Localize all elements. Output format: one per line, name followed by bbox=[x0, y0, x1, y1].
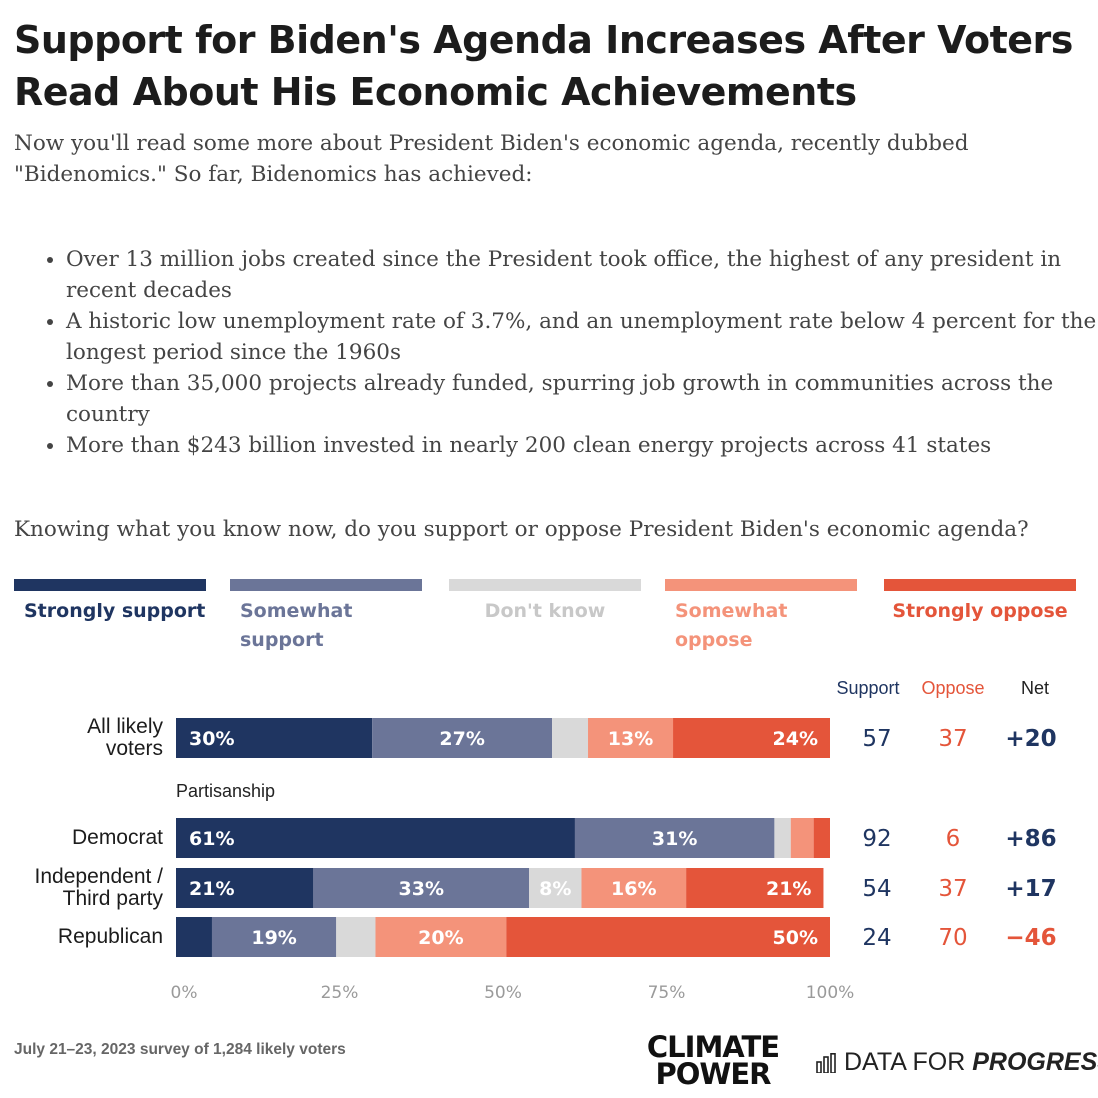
bar-segment bbox=[176, 868, 314, 908]
list-item: Over 13 million jobs created since the P… bbox=[66, 244, 1098, 306]
survey-question: Knowing what you know now, do you suppor… bbox=[14, 517, 1029, 542]
oppose-value: 37 bbox=[938, 726, 967, 752]
x-tick-label: 50% bbox=[484, 983, 522, 1003]
legend-label: Somewhat support bbox=[240, 600, 353, 651]
legend-strongly-oppose: Strongly oppose bbox=[884, 579, 1076, 626]
support-value: 92 bbox=[862, 826, 891, 852]
x-tick-label: 75% bbox=[648, 983, 686, 1003]
climate-power-logo: CLIMATE POWER bbox=[628, 1033, 798, 1089]
legend-swatch bbox=[230, 579, 422, 591]
data-for-progress-logo: DATA FOR PROGRESS bbox=[816, 1048, 1098, 1077]
net-value: −46 bbox=[1005, 925, 1056, 951]
logo-text: CLIMATE POWER bbox=[646, 1030, 780, 1091]
data-label: 21% bbox=[766, 878, 811, 900]
legend-somewhat-support: Somewhat support bbox=[230, 579, 422, 655]
bar-segment bbox=[375, 917, 507, 957]
oppose-value: 6 bbox=[946, 826, 961, 852]
column-header-oppose: Oppose bbox=[921, 678, 985, 698]
bar-segment bbox=[790, 818, 814, 858]
bar-chart-icon bbox=[816, 1053, 836, 1073]
intro-text: Now you'll read some more about Presiden… bbox=[14, 131, 969, 187]
data-label: 24% bbox=[773, 728, 818, 750]
bar-segment bbox=[552, 718, 589, 758]
section-label: Partisanship bbox=[176, 781, 276, 801]
x-tick-label: 100% bbox=[806, 983, 855, 1003]
legend-strongly-support: Strongly support bbox=[14, 579, 206, 626]
net-value: +17 bbox=[1005, 876, 1056, 902]
row-label-republican: Republican bbox=[57, 925, 163, 948]
row-label-all-likely-voters: All likely voters bbox=[87, 715, 163, 760]
data-label: 8% bbox=[539, 878, 571, 900]
achievements-list: Over 13 million jobs created since the P… bbox=[30, 244, 1098, 461]
support-value: 57 bbox=[862, 726, 891, 752]
data-label: 27% bbox=[439, 728, 484, 750]
legend-label: Strongly support bbox=[24, 600, 206, 622]
legend-swatch bbox=[449, 579, 641, 591]
bar-segment bbox=[211, 917, 337, 957]
support-value: 24 bbox=[862, 925, 891, 951]
bar-segment bbox=[176, 818, 575, 858]
bar-segment bbox=[686, 868, 824, 908]
bar-segment bbox=[336, 917, 376, 957]
x-tick-label: 25% bbox=[321, 983, 359, 1003]
data-label: 33% bbox=[399, 878, 444, 900]
legend-label: Don't know bbox=[484, 600, 606, 622]
chart-title: Support for Biden's Agenda Increases Aft… bbox=[14, 18, 1073, 114]
logo-text-1: DATA FOR bbox=[844, 1048, 973, 1076]
bar-segment bbox=[588, 718, 674, 758]
bar-segment bbox=[313, 868, 530, 908]
bar-segment bbox=[813, 818, 830, 858]
data-label: 19% bbox=[251, 927, 296, 949]
bar-segment bbox=[574, 818, 775, 858]
data-label: 16% bbox=[611, 878, 656, 900]
net-value: +20 bbox=[1005, 726, 1056, 752]
bar-segment bbox=[372, 718, 553, 758]
support-value: 54 bbox=[862, 876, 891, 902]
logo-text-2: PROGRESS bbox=[972, 1048, 1098, 1076]
legend-swatch bbox=[665, 579, 857, 591]
column-header-support: Support bbox=[836, 678, 900, 698]
bar-segment bbox=[581, 868, 687, 908]
bar-segment bbox=[176, 718, 373, 758]
legend-swatch bbox=[14, 579, 206, 591]
x-tick-label: 0% bbox=[171, 983, 198, 1003]
legend-dont-know: Don't know bbox=[449, 579, 641, 626]
oppose-value: 37 bbox=[938, 876, 967, 902]
data-label: 21% bbox=[189, 878, 234, 900]
list-item: More than 35,000 projects already funded… bbox=[66, 368, 1098, 430]
bar-segment bbox=[673, 718, 830, 758]
survey-footnote: July 21–23, 2023 survey of 1,284 likely … bbox=[14, 1041, 346, 1058]
column-header-net: Net bbox=[1020, 678, 1049, 698]
data-label: 31% bbox=[652, 828, 697, 850]
legend-label: Somewhat oppose bbox=[675, 600, 788, 651]
row-label-independent: Independent / Third party bbox=[34, 865, 163, 910]
legend-somewhat-oppose: Somewhat oppose bbox=[665, 579, 857, 655]
data-label: 13% bbox=[608, 728, 653, 750]
row-label-democrat: Democrat bbox=[71, 826, 163, 849]
net-value: +86 bbox=[1005, 826, 1056, 852]
data-label: 61% bbox=[189, 828, 234, 850]
bar-segment bbox=[774, 818, 791, 858]
oppose-value: 70 bbox=[938, 925, 967, 951]
list-item: A historic low unemployment rate of 3.7%… bbox=[66, 306, 1098, 368]
bar-segment bbox=[529, 868, 582, 908]
bar-segment bbox=[506, 917, 830, 957]
bar-segment bbox=[176, 917, 212, 957]
data-label: 20% bbox=[418, 927, 463, 949]
legend-label: Strongly oppose bbox=[892, 600, 1068, 622]
legend-swatch bbox=[884, 579, 1076, 591]
list-item: More than $243 billion invested in nearl… bbox=[66, 430, 1098, 461]
data-label: 30% bbox=[189, 728, 234, 750]
data-label: 50% bbox=[773, 927, 818, 949]
